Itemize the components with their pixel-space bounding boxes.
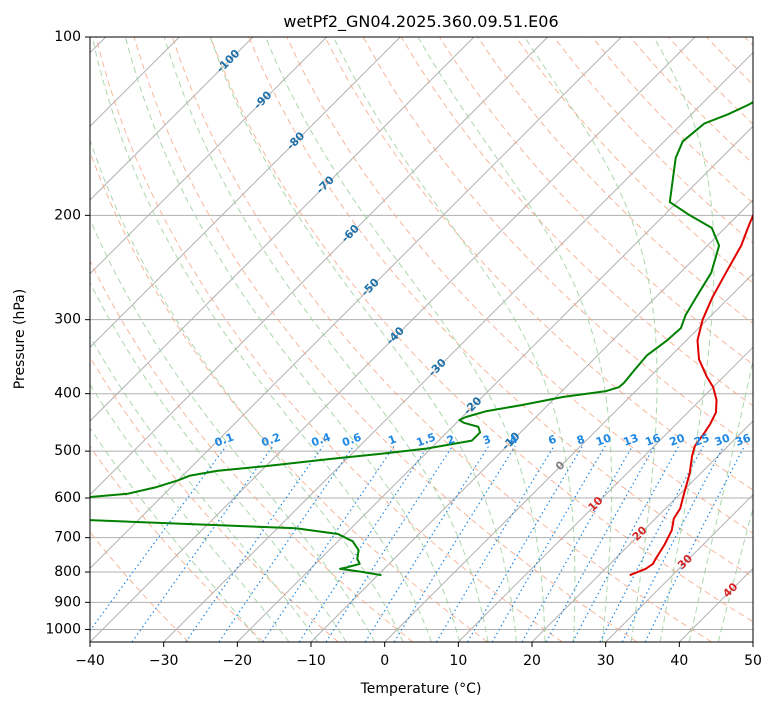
- moist-adiabat-28: [417, 37, 612, 642]
- y-tick-label-100: 100: [54, 29, 81, 45]
- x-tick-label-40: 40: [670, 653, 688, 669]
- dry-adiabat-50: [210, 37, 753, 623]
- mixing-ratio-label-7: 3: [481, 433, 493, 448]
- isotherm-10: [457, 346, 753, 642]
- mixing-ratio-label-4: 1: [386, 433, 398, 448]
- chart-title: wetPf2_GN04.2025.360.09.51.E06: [283, 12, 558, 32]
- isotherm-0: [384, 272, 753, 642]
- mixing-ratio-line-4: [262, 445, 395, 642]
- moist-adiabat-16: [209, 37, 517, 642]
- isotherm--50: [90, 37, 622, 570]
- mixing-ratio-label-16: 30: [713, 431, 732, 449]
- mixing-ratio-label-5: 1.5: [415, 431, 438, 450]
- moist-adiabat-40: [688, 358, 753, 642]
- mixing-ratio-line-8: [393, 445, 516, 642]
- mixing-ratio-line-7: [364, 445, 490, 642]
- mixing-ratio-label-14: 20: [668, 431, 687, 449]
- moist-adiabat-8: [125, 37, 461, 642]
- moist-adiabat-12: [163, 37, 489, 642]
- x-tick-label-20: 20: [523, 653, 541, 669]
- y-tick-label-900: 900: [54, 594, 81, 610]
- moist-adiabat-44: [717, 506, 753, 642]
- mixing-ratio-line-11: [491, 445, 606, 642]
- y-tick-label-500: 500: [54, 443, 81, 459]
- x-tick-label--10: −10: [296, 653, 326, 669]
- isotherm-20: [531, 420, 753, 642]
- y-tick-label-800: 800: [54, 564, 81, 580]
- moist-adiabat--20: [90, 427, 261, 642]
- dry-adiabat-0: [90, 259, 414, 642]
- moist-adiabat-32: [524, 37, 658, 642]
- isotherm--60: [90, 37, 549, 496]
- mixing-ratio-label-1: 0.2: [260, 431, 283, 450]
- moist-adiabat--4: [90, 217, 376, 642]
- x-tick-label-0: 0: [380, 653, 389, 669]
- isotherm-30: [605, 493, 753, 642]
- mixing-ratio-label-3: 0.6: [340, 430, 363, 449]
- dry-adiabat-20: [95, 37, 563, 642]
- mixing-ratio-line-9: [435, 445, 555, 642]
- isotherm--40: [90, 37, 696, 642]
- x-tick-label--20: −20: [223, 653, 253, 669]
- x-tick-label-50: 50: [744, 653, 762, 669]
- dry-adiabat--20: [90, 445, 264, 642]
- mixing-ratio-label-8: 4: [508, 433, 520, 448]
- isotherm--20: [236, 125, 753, 642]
- isotherm--70: [90, 37, 475, 422]
- dry-adiabat-60: [248, 37, 753, 578]
- axes-layer: −40 −30 −20 −10 0 10 20 30 40 50 1000 900 800 700 600 5…: [45, 29, 762, 669]
- mixing-ratio-line-6: [325, 445, 454, 642]
- moist-adiabat--8: [90, 281, 347, 642]
- mixing-ratio-label-9: 6: [547, 433, 559, 448]
- y-axis-title: Pressure (hPa): [12, 289, 28, 389]
- profile-line-1: [90, 101, 753, 577]
- y-tick-label-600: 600: [54, 490, 81, 506]
- mixing-ratio-label-17: 36: [734, 431, 753, 449]
- mixing-ratio-label-0: 0.1: [213, 431, 236, 450]
- mixing-ratio-label-10: 8: [575, 433, 587, 448]
- mixing-ratio-label-13: 16: [644, 431, 663, 449]
- mixing-ratio-label-2: 0.4: [310, 430, 333, 449]
- dry-adiabat-80: [324, 37, 753, 491]
- isotherm--30: [163, 51, 753, 642]
- dry-adiabat-130: [515, 37, 753, 284]
- profile-line-0: [629, 214, 753, 577]
- moist-adiabat--12: [90, 335, 319, 642]
- mixing-ratio-line-10: [466, 445, 584, 642]
- x-axis-title: Temperature (°C): [360, 681, 482, 697]
- mixing-ratio-line-5: [298, 445, 429, 642]
- y-tick-label-200: 200: [54, 207, 81, 223]
- mixing-ratio-line-14: [572, 445, 680, 642]
- y-tick-label-300: 300: [54, 312, 81, 328]
- mixing-ratio-line-12: [521, 445, 634, 642]
- y-tick-label-700: 700: [54, 530, 81, 546]
- plot-frame: [89, 36, 754, 643]
- x-tick-label-30: 30: [597, 653, 615, 669]
- x-tick-label-10: 10: [449, 653, 467, 669]
- moist-adiabat-24: [332, 37, 576, 642]
- x-tick-label--30: −30: [149, 653, 179, 669]
- mixing-ratio-label-11: 10: [594, 431, 613, 449]
- x-tick-label--40: −40: [75, 653, 105, 669]
- moist-adiabat-4: [91, 37, 432, 642]
- isotherm--100: [90, 37, 254, 201]
- moist-adiabat-36: [653, 37, 715, 642]
- moist-adiabat-20: [265, 37, 546, 642]
- mixing-ratio-line-13: [545, 445, 656, 642]
- y-tick-label-1000: 1000: [45, 621, 81, 637]
- mixing-ratio-label-6: 2: [445, 433, 457, 448]
- dry-adiabat-40: [171, 37, 712, 642]
- isotherm--90: [90, 37, 328, 275]
- mixing-ratio-label-15: 25: [692, 431, 711, 448]
- mixing-ratio-label-12: 13: [621, 431, 640, 448]
- isotherm--80: [90, 37, 401, 349]
- moist-adiabat-0: [90, 138, 404, 642]
- y-tick-label-400: 400: [54, 386, 81, 402]
- moist-adiabat--16: [90, 383, 290, 642]
- grid-layer: [90, 37, 753, 642]
